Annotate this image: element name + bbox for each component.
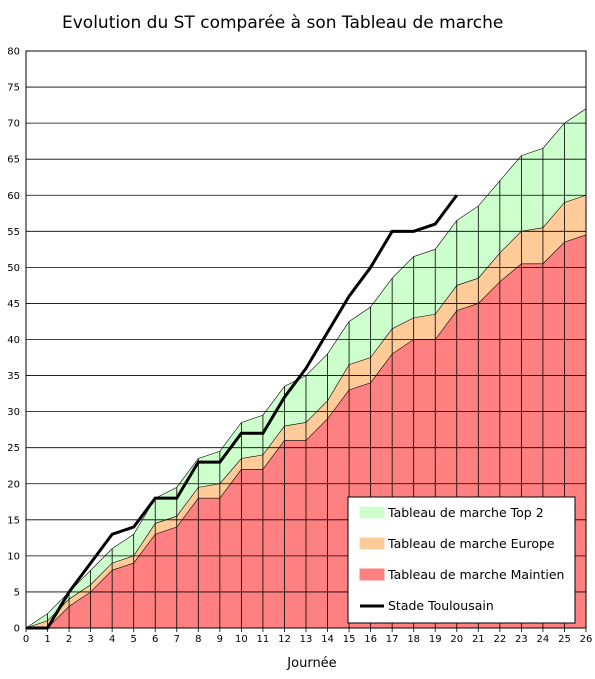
x-tick-label: 0 xyxy=(23,634,29,645)
x-tick-label: 24 xyxy=(537,634,550,645)
y-tick-label: 30 xyxy=(7,407,20,418)
y-axis: 0 5 10 15 20 25 30 35 40 45 50 55 60 65 70 75 80 xyxy=(7,47,20,635)
x-tick-label: 14 xyxy=(321,634,334,645)
x-tick-label: 20 xyxy=(450,634,463,645)
y-tick-label: 0 xyxy=(14,624,20,635)
x-tick-label: 18 xyxy=(407,634,420,645)
x-tick-label: 22 xyxy=(493,634,506,645)
x-tick-label: 3 xyxy=(87,634,93,645)
x-tick-label: 13 xyxy=(300,634,313,645)
y-tick-label: 75 xyxy=(7,83,20,94)
x-tick-label: 25 xyxy=(558,634,571,645)
legend-label: Tableau de marche Top 2 xyxy=(387,505,544,520)
y-tick-label: 10 xyxy=(7,551,20,562)
x-tick-label: 17 xyxy=(386,634,399,645)
line-layer xyxy=(26,194,458,630)
x-tick-label: 6 xyxy=(152,634,158,645)
x-axis: 0 1 2 3 4 5 6 7 8 9 10 11 12 13 14 15 16 17 18 19 20 21 22 23 24… xyxy=(23,628,593,645)
legend-label: Tableau de marche Europe xyxy=(387,536,555,551)
legend-box xyxy=(347,496,576,624)
legend-label: Stade Toulousain xyxy=(388,598,494,613)
y-tick-label: 35 xyxy=(7,371,20,382)
chart-title: Evolution du ST comparée à son Tableau d… xyxy=(62,13,503,33)
y-tick-label: 70 xyxy=(7,119,20,130)
x-tick-label: 10 xyxy=(235,634,248,645)
x-tick-label: 5 xyxy=(131,634,137,645)
legend-swatch xyxy=(359,568,385,581)
x-tick-label: 11 xyxy=(257,634,270,645)
gridlines xyxy=(26,50,586,629)
legend-label: Tableau de marche Maintien xyxy=(387,567,564,582)
x-tick-label: 15 xyxy=(343,634,356,645)
y-tick-label: 65 xyxy=(7,155,20,166)
y-tick-label: 60 xyxy=(7,191,20,202)
x-tick-label: 4 xyxy=(109,634,115,645)
y-tick-label: 25 xyxy=(7,443,20,454)
x-tick-label: 16 xyxy=(364,634,377,645)
x-axis-label: Journée xyxy=(286,656,336,671)
y-tick-label: 5 xyxy=(14,587,20,598)
y-tick-label: 50 xyxy=(7,263,20,274)
x-tick-label: 21 xyxy=(472,634,485,645)
legend-swatch xyxy=(359,537,385,550)
series-line-stade-toulousain xyxy=(26,194,458,630)
y-tick-label: 45 xyxy=(7,299,20,310)
x-tick-label: 2 xyxy=(66,634,72,645)
x-tick-label: 19 xyxy=(429,634,442,645)
legend-swatch xyxy=(359,506,385,519)
x-tick-label: 8 xyxy=(195,634,201,645)
y-tick-label: 20 xyxy=(7,479,20,490)
x-tick-label: 23 xyxy=(515,634,528,645)
y-tick-label: 15 xyxy=(7,515,20,526)
y-tick-label: 80 xyxy=(7,47,20,58)
x-tick-label: 7 xyxy=(174,634,180,645)
x-tick-label: 1 xyxy=(44,634,50,645)
legend: Tableau de marche Top 2 Tableau de marche… xyxy=(347,496,576,624)
y-tick-label: 40 xyxy=(7,335,20,346)
x-tick-label: 12 xyxy=(278,634,291,645)
x-tick-label: 26 xyxy=(580,634,593,645)
y-tick-label: 55 xyxy=(7,227,20,238)
x-tick-label: 9 xyxy=(217,634,223,645)
